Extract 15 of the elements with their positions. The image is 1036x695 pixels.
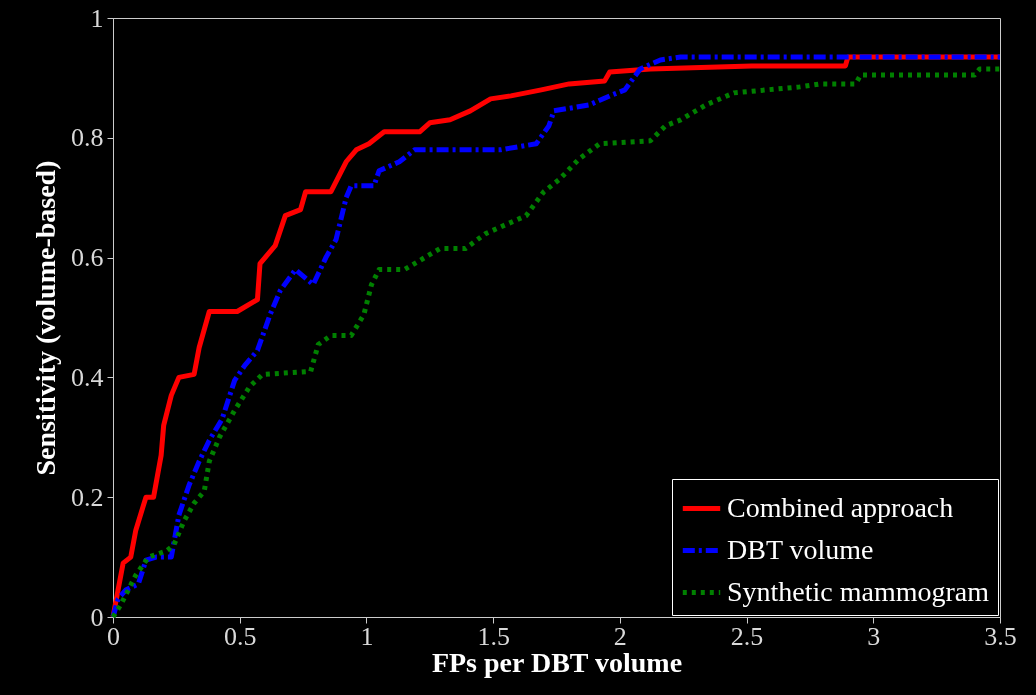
x-tick-label: 3.5 <box>984 621 1017 651</box>
y-tick-label: 0.8 <box>71 123 104 153</box>
x-tick-label: 3 <box>867 621 881 651</box>
legend-label: Combined approach <box>727 491 954 523</box>
legend-label: Synthetic mammogram <box>727 575 990 607</box>
y-tick-label: 0.2 <box>71 482 104 512</box>
x-tick-label: 2.5 <box>730 621 764 651</box>
y-tick-label: 0 <box>90 602 104 632</box>
y-tick-label: 0.6 <box>71 243 104 273</box>
y-tick-label: 1 <box>90 3 104 33</box>
x-tick-label: 0.5 <box>223 621 257 651</box>
y-tick-label: 0.4 <box>71 362 104 392</box>
legend-label: DBT volume <box>727 533 874 565</box>
y-axis-title: Sensitivity (volume-based) <box>30 160 61 476</box>
x-tick-label: 1 <box>360 621 374 651</box>
